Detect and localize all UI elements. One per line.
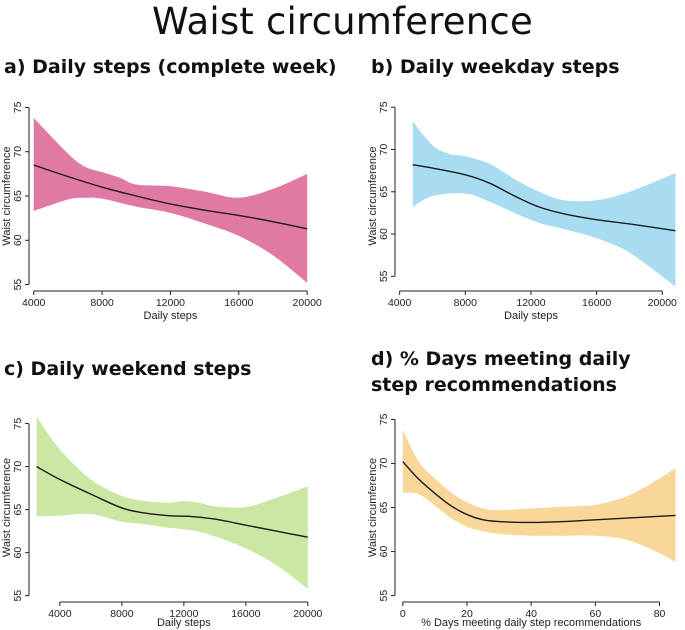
x-tick-label: 4000 xyxy=(48,608,72,620)
main-title: Waist circumference xyxy=(152,0,533,43)
x-tick-label: 0 xyxy=(400,608,406,620)
x-tick-label: 40 xyxy=(525,608,537,620)
estimate-line xyxy=(402,461,676,524)
y-tick-label: 60 xyxy=(12,547,24,559)
x-tick-label: 20000 xyxy=(293,297,322,309)
x-tick-label: 4000 xyxy=(388,297,412,309)
y-tick-label: 75 xyxy=(378,101,390,113)
confidence-band xyxy=(33,118,308,283)
y-tick-label: 55 xyxy=(12,279,24,291)
y-tick-label: 70 xyxy=(378,144,390,156)
y-axis-label: Waist circumference xyxy=(1,146,13,245)
panel-d-title: d) % Days meeting daily step recommendat… xyxy=(371,348,631,396)
estimate-line xyxy=(36,466,308,538)
panel-b-title: b) Daily weekday steps xyxy=(371,56,620,78)
confidence-band xyxy=(36,416,308,589)
x-tick-label: 8000 xyxy=(110,608,134,620)
x-axis-label: Daily steps xyxy=(504,310,558,322)
y-tick-label: 60 xyxy=(12,234,24,246)
y-tick-label: 70 xyxy=(378,457,390,469)
x-tick-label: 16000 xyxy=(582,297,611,309)
x-axis-label: Daily steps xyxy=(144,310,198,322)
x-tick-label: 8000 xyxy=(90,297,114,309)
estimate-line xyxy=(33,164,308,230)
y-tick-label: 75 xyxy=(12,418,24,430)
y-axis-label: Waist circumference xyxy=(367,458,379,557)
confidence-band xyxy=(402,429,676,563)
x-tick-label: 12000 xyxy=(516,297,545,309)
x-tick-label: 20000 xyxy=(293,608,322,620)
x-axis-label: % Days meeting daily step recommendation… xyxy=(421,617,642,629)
y-tick-label: 65 xyxy=(12,504,24,516)
y-tick-label: 55 xyxy=(378,590,390,602)
y-tick-label: 75 xyxy=(378,413,390,425)
x-tick-label: 4000 xyxy=(22,297,46,309)
x-tick-label: 80 xyxy=(654,608,666,620)
x-tick-label: 20 xyxy=(461,608,473,620)
y-axis-label: Waist circumference xyxy=(1,458,13,557)
panel-a-title: a) Daily steps (complete week) xyxy=(4,56,337,78)
x-tick-label: 12000 xyxy=(169,608,198,620)
y-tick-label: 65 xyxy=(12,190,24,202)
y-tick-label: 75 xyxy=(12,101,24,113)
x-tick-label: 16000 xyxy=(231,608,260,620)
y-tick-label: 65 xyxy=(378,186,390,198)
x-tick-label: 16000 xyxy=(224,297,253,309)
x-tick-label: 8000 xyxy=(454,297,478,309)
panel-c-title: c) Daily weekend steps xyxy=(4,358,252,380)
x-tick-label: 60 xyxy=(590,608,602,620)
x-axis-label: Daily steps xyxy=(157,617,211,629)
y-axis-label: Waist circumference xyxy=(367,146,379,245)
y-tick-label: 70 xyxy=(12,461,24,473)
y-tick-label: 55 xyxy=(378,270,390,282)
y-tick-label: 60 xyxy=(378,546,390,558)
estimate-line xyxy=(412,164,676,232)
y-tick-label: 70 xyxy=(12,146,24,158)
x-tick-label: 12000 xyxy=(156,297,185,309)
y-tick-label: 55 xyxy=(12,590,24,602)
confidence-band xyxy=(412,121,676,287)
y-tick-label: 65 xyxy=(378,502,390,514)
y-tick-label: 60 xyxy=(378,228,390,240)
x-tick-label: 20000 xyxy=(648,297,677,309)
